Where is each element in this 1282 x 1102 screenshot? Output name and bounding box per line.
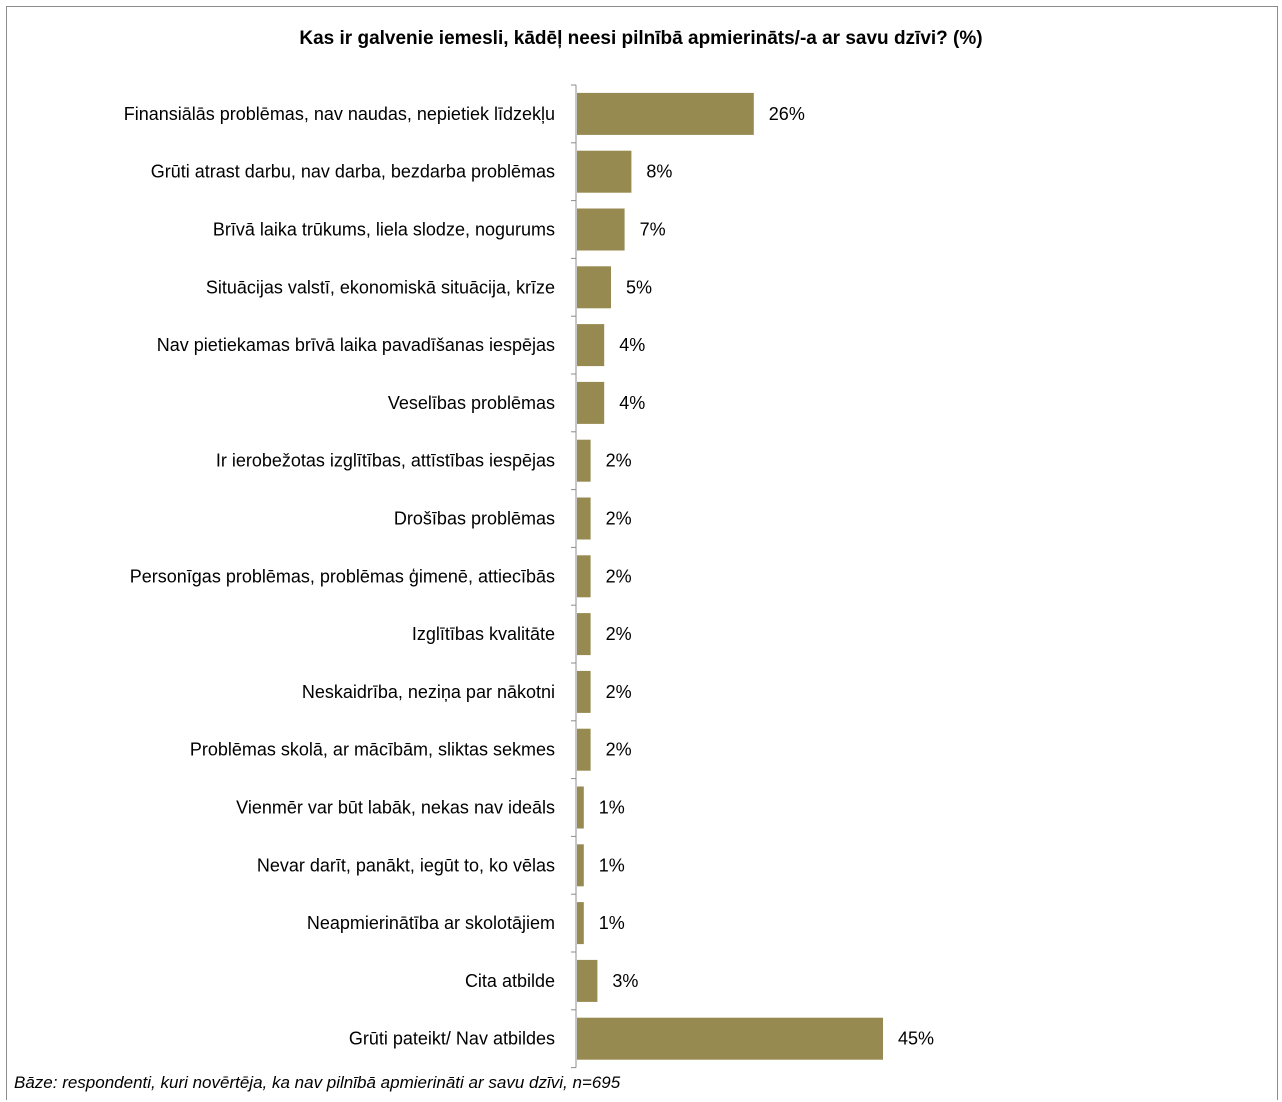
data-label: 2% [606,740,632,760]
data-label: 7% [640,220,666,240]
data-label: 3% [612,971,638,991]
chart-footnote: Bāze: respondenti, kuri novērtēja, ka na… [14,1073,621,1092]
bar [577,381,605,424]
data-label: 8% [646,162,672,182]
category-label: Brīvā laika trūkums, liela slodze, nogur… [213,220,555,240]
data-label: 2% [606,566,632,586]
data-label: 2% [606,624,632,644]
data-label: 2% [606,682,632,702]
category-label: Nevar darīt, panākt, iegūt to, ko vēlas [257,855,555,875]
bar [577,266,611,309]
category-label: Drošības problēmas [394,509,555,529]
category-label: Situācijas valstī, ekonomiskā situācija,… [206,277,555,297]
bar [577,670,591,713]
category-label: Izglītības kvalitāte [412,624,555,644]
category-label: Finansiālās problēmas, nav naudas, nepie… [124,104,555,124]
data-label: 4% [619,335,645,355]
bar [577,555,591,598]
data-label: 1% [599,798,625,818]
data-label: 26% [769,104,805,124]
category-label: Grūti pateikt/ Nav atbildes [349,1029,555,1049]
bar [577,92,754,135]
data-label: 45% [898,1029,934,1049]
category-label: Ir ierobežotas izglītības, attīstības ie… [216,451,555,471]
data-label: 2% [606,451,632,471]
category-label: Veselības problēmas [388,393,555,413]
bar [577,959,598,1002]
category-label: Grūti atrast darbu, nav darba, bezdarba … [151,162,555,182]
category-label: Neapmierinātība ar skolotājiem [307,913,555,933]
bar [577,324,605,367]
chart-title: Kas ir galvenie iemesli, kādēļ neesi pil… [299,28,983,49]
category-label: Vienmēr var būt labāk, nekas nav ideāls [236,798,555,818]
bar [577,844,584,887]
bar [577,497,591,540]
data-label: 4% [619,393,645,413]
data-label: 2% [606,509,632,529]
data-label: 5% [626,277,652,297]
bar [577,786,584,829]
category-label: Nav pietiekamas brīvā laika pavadīšanas … [157,335,555,355]
bar [577,439,591,482]
bar [577,728,591,771]
bar [577,150,632,193]
category-label: Problēmas skolā, ar mācībām, sliktas sek… [190,740,555,760]
category-label: Personīgas problēmas, problēmas ģimenē, … [130,566,555,586]
bar [577,208,625,251]
data-label: 1% [599,913,625,933]
bar [577,1017,883,1060]
bar [577,613,591,656]
bar [577,902,584,945]
category-label: Neskaidrība, neziņa par nākotni [302,682,555,702]
chart-frame [6,6,1278,1100]
data-label: 1% [599,855,625,875]
category-label: Cita atbilde [465,971,555,991]
